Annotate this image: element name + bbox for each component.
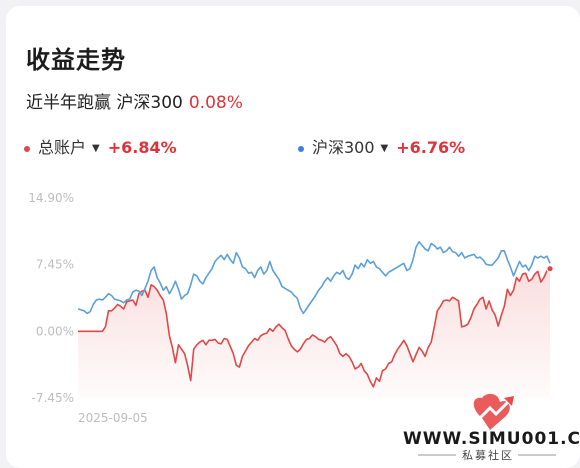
legend-index-label: 沪深300	[312, 138, 375, 157]
account-latest-point	[546, 264, 554, 273]
x-axis-start-label: 2025-09-05	[78, 411, 148, 425]
account-series-line	[78, 268, 551, 388]
legend-account-change: +6.84%	[107, 138, 177, 157]
legend-account-label: 总账户	[38, 138, 87, 157]
watermark-site: WWW.SIMU001.CN	[403, 429, 580, 449]
y-tick-label: -7.45%	[32, 391, 74, 405]
watermark-logo: WWW.SIMU001.CN 私募社区	[403, 393, 580, 462]
caret-down-icon[interactable]: ▼	[92, 143, 100, 154]
y-tick-label: 7.45%	[36, 258, 74, 272]
watermark-sub: 私募社区	[462, 448, 514, 462]
page-title: 收益走势	[26, 46, 126, 74]
account-area-fill	[78, 268, 550, 398]
legend-account[interactable]: 总账户 ▼ +6.84%	[24, 134, 177, 158]
y-tick-label: 14.90%	[28, 191, 74, 205]
legend-index[interactable]: 沪深300 ▼ +6.76%	[298, 134, 465, 158]
outperform-summary: 近半年跑赢 沪深300 0.08%	[26, 88, 243, 113]
legend-index-change: +6.76%	[396, 138, 466, 157]
caret-down-icon[interactable]: ▼	[380, 143, 389, 154]
outperform-text: 近半年跑赢 沪深300	[26, 93, 183, 113]
y-tick-label: 0.00%	[36, 324, 74, 338]
outperform-pct: 0.08%	[188, 93, 243, 113]
index-dot-icon	[298, 145, 304, 152]
index-series-line	[77, 241, 551, 315]
account-dot-icon	[24, 145, 30, 152]
